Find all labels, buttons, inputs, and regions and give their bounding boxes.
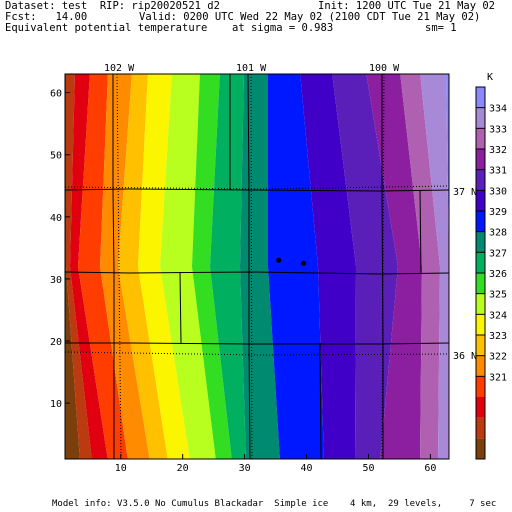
y-tick-label: 40: [50, 213, 62, 224]
colorbar-swatch: [476, 149, 485, 170]
colorbar-swatch: [476, 169, 485, 191]
lat-label-37n: 37 N: [453, 187, 477, 198]
y-tick-label: 60: [50, 89, 62, 100]
field-name-label: Equivalent potential temperature: [5, 22, 208, 34]
theta-e-field: [65, 74, 449, 459]
theta-e-band: [138, 74, 190, 459]
y-tick-label: 10: [50, 399, 62, 410]
colorbar-level-label: 325: [489, 290, 507, 301]
lon-label-100w: 100 W: [369, 63, 400, 74]
theta-e-band: [66, 74, 92, 459]
colorbar-swatch: [476, 211, 485, 232]
theta-e-band: [300, 74, 356, 459]
colorbar-level-label: 331: [489, 166, 507, 177]
colorbar-swatch: [476, 314, 485, 335]
colorbar-swatch: [476, 397, 485, 418]
theta-e-band: [420, 74, 449, 459]
colorbar-level-label: 327: [489, 248, 507, 259]
theta-e-band: [366, 74, 422, 459]
theta-e-band: [65, 74, 80, 459]
theta-e-band: [446, 74, 449, 459]
x-tick-label: 10: [115, 463, 127, 474]
colorbar-swatch: [476, 293, 485, 315]
theta-e-band: [268, 74, 324, 459]
y-tick-label: 20: [50, 337, 62, 348]
theta-e-band: [118, 74, 168, 459]
colorbar-swatch: [476, 335, 485, 356]
station-marker: [300, 260, 306, 266]
model-info-footer: Model info: V3.5.0 No Cumulus Blackadar …: [52, 499, 497, 509]
theta-e-band: [100, 74, 150, 459]
colorbar-level-label: 328: [489, 228, 507, 239]
colorbar-swatch: [476, 128, 485, 149]
x-tick-label: 30: [239, 463, 251, 474]
init-time-label: Init: 1200 UTC Tue 21 May 02: [318, 0, 496, 12]
colorbar-level-label: 329: [489, 207, 507, 218]
dataset-label: Dataset: test RIP: rip20020521 d2: [5, 0, 220, 12]
colorbar-level-label: 330: [489, 186, 507, 197]
theta-e-band: [240, 74, 280, 459]
colorbar-level-label: 332: [489, 145, 507, 156]
axis-ticks: 60 50 40 30 20 10 10 20 30 40 50 60: [50, 89, 436, 474]
colorbar-level-label: 333: [489, 124, 507, 135]
colorbar-level-label: 326: [489, 269, 507, 280]
colorbar-swatch: [476, 438, 485, 459]
x-tick-label: 60: [424, 463, 436, 474]
x-tick-label: 50: [362, 463, 374, 474]
smoothing-label: sm= 1: [425, 22, 457, 34]
colorbar-unit: K: [487, 72, 493, 83]
colorbar-swatch: [476, 376, 485, 397]
y-tick-label: 50: [50, 151, 62, 162]
colorbar: 334 333 332 331 330 329 328 327 326 325 324 323 322 3…: [475, 86, 507, 460]
colorbar-swatch: [476, 231, 485, 253]
sigma-level-label: at sigma = 0.983: [232, 22, 334, 34]
colorbar-swatch: [476, 87, 485, 108]
colorbar-level-label: 324: [489, 310, 507, 321]
colorbar-swatch: [476, 355, 485, 377]
theta-e-band: [400, 74, 440, 459]
plot-frame: [64, 73, 450, 460]
lon-label-102w: 102 W: [104, 63, 135, 74]
latlon-grid: [65, 74, 449, 459]
colorbar-level-label: 322: [489, 352, 507, 363]
colorbar-level-label: 321: [489, 372, 507, 383]
station-markers: [276, 257, 306, 266]
forecast-hour-label: Fcst: 14.00: [5, 11, 88, 23]
x-tick-label: 20: [177, 463, 189, 474]
colorbar-swatch: [476, 417, 485, 439]
colorbar-swatch: [476, 273, 485, 294]
colorbar-swatch: [476, 107, 485, 129]
county-boundaries: [65, 74, 449, 459]
theta-e-band: [70, 74, 108, 459]
theta-e-band: [192, 74, 232, 459]
theta-e-band: [78, 74, 128, 459]
colorbar-level-label: 323: [489, 331, 507, 342]
lon-label-101w: 101 W: [236, 63, 267, 74]
y-tick-label: 30: [50, 275, 62, 286]
theta-e-band: [160, 74, 216, 459]
colorbar-swatch: [476, 190, 485, 211]
theta-e-band: [210, 74, 246, 459]
valid-time-label: Valid: 0200 UTC Wed 22 May 02 (2100 CDT …: [139, 11, 481, 23]
x-tick-label: 40: [301, 463, 313, 474]
station-marker: [276, 257, 282, 263]
colorbar-swatch: [476, 252, 485, 273]
colorbar-level-label: 334: [489, 104, 507, 115]
lat-label-36n: 36 N: [453, 351, 477, 362]
